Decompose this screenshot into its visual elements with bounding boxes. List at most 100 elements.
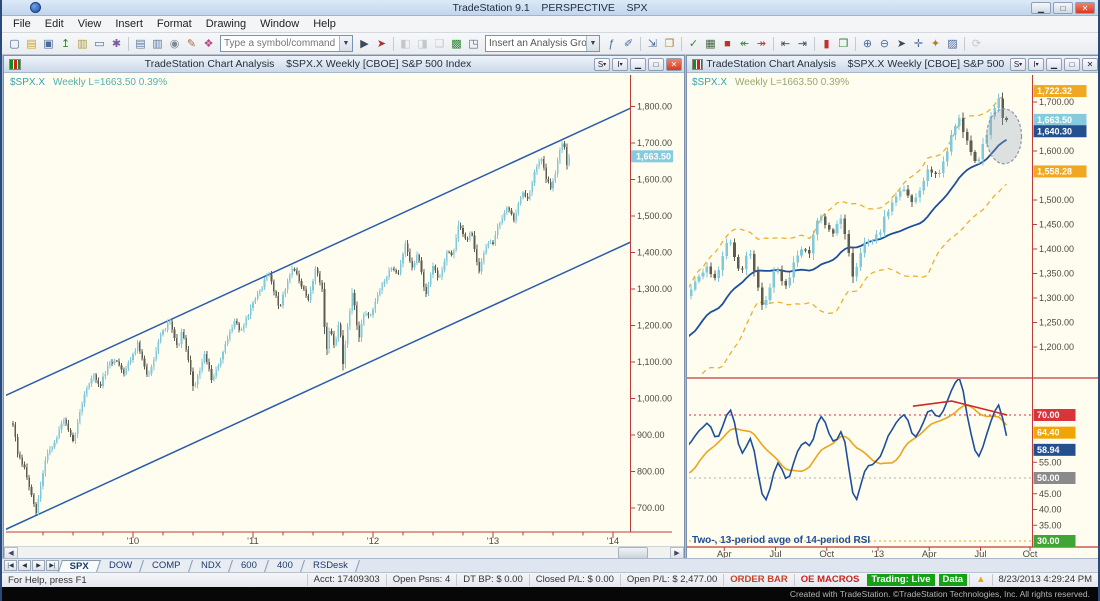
menu-item-help[interactable]: Help xyxy=(313,18,336,30)
style-dropdown-button[interactable]: S▾ xyxy=(594,57,610,71)
menu-item-insert[interactable]: Insert xyxy=(115,18,143,30)
interval-dropdown-button[interactable]: I▾ xyxy=(612,57,628,71)
menu-item-file[interactable]: File xyxy=(13,18,31,30)
upper-channel-line[interactable] xyxy=(5,107,631,397)
data-badge[interactable]: Data xyxy=(938,574,968,586)
last-workspace-button[interactable]: ▶| xyxy=(46,560,59,571)
window-minimize-button[interactable]: ▁ xyxy=(630,57,646,71)
svg-text:'12: '12 xyxy=(367,536,379,546)
minimize-button[interactable]: ▁ xyxy=(1031,1,1051,14)
pointer-icon[interactable]: ➤ xyxy=(896,37,907,50)
menu-item-edit[interactable]: Edit xyxy=(44,18,64,30)
new-window-icon[interactable]: ◳ xyxy=(468,37,479,50)
crosshair-icon[interactable]: ✛ xyxy=(913,37,924,50)
sync-windows-icon: ⟳ xyxy=(971,37,982,50)
zoom-out-icon[interactable]: ⊖ xyxy=(879,37,890,50)
menu-item-drawing[interactable]: Drawing xyxy=(205,18,247,30)
menu-item-view[interactable]: View xyxy=(77,18,102,30)
run-command-icon[interactable]: ▶ xyxy=(360,37,369,50)
moving-average-line xyxy=(689,139,1007,338)
order-entry-icon[interactable]: ➤ xyxy=(376,37,387,50)
insert-analysis-icon[interactable]: ƒ xyxy=(608,37,615,50)
edit-analysis-icon[interactable]: ✐ xyxy=(623,37,634,50)
text-label-icon[interactable]: ▨ xyxy=(947,37,958,50)
workspace-tab-comp[interactable]: COMP xyxy=(141,559,193,572)
chart-canvas-left[interactable]: 1,800.00 1,700.00 1,600.00 1,500.00 1,400.00… xyxy=(4,73,684,559)
new-workspace-icon[interactable]: ▢ xyxy=(9,37,20,50)
left-chart-svg[interactable]: 1,800.00 1,700.00 1,600.00 1,500.00 1,400.00… xyxy=(4,73,684,547)
analysis-group-combo[interactable]: Insert an Analysis Gro ▼ xyxy=(485,35,600,52)
workspace-tab-dow[interactable]: DOW xyxy=(98,559,145,572)
toolbar-separator xyxy=(393,36,394,51)
duplicate-window-icon[interactable]: ❐ xyxy=(664,37,675,50)
rsi-trendline[interactable] xyxy=(912,400,1008,416)
trading-mode-badge[interactable]: Trading: Live xyxy=(867,574,935,586)
zoom-in-icon[interactable]: ⊕ xyxy=(862,37,873,50)
workspace-tab-ndx[interactable]: NDX xyxy=(189,559,233,572)
close-workspace-icon[interactable]: ▥ xyxy=(77,37,88,50)
svg-text:'10: '10 xyxy=(127,536,139,546)
symbol-command-input[interactable] xyxy=(221,38,339,49)
image-export-icon[interactable]: ❒ xyxy=(838,37,849,50)
ellipse-annotation[interactable] xyxy=(986,108,1023,165)
workspace-monitor-icon[interactable]: ▭ xyxy=(94,37,105,50)
window-close-button[interactable]: ✕ xyxy=(1082,57,1098,71)
right-chart-svg[interactable]: 1,700.00 1,600.00 1,500.00 1,450.00 1,400.00… xyxy=(687,73,1100,560)
workspace-tab-rsdesk[interactable]: RSDesk xyxy=(301,559,360,572)
alert-bell-icon[interactable]: ▲ xyxy=(969,574,991,586)
format-painter-icon[interactable]: ✎ xyxy=(186,37,197,50)
chevron-down-icon[interactable]: ▼ xyxy=(586,36,599,51)
lock-desktop-icon[interactable]: ◉ xyxy=(169,37,180,50)
palette-icon[interactable]: ❖ xyxy=(203,37,214,50)
order-bar-icon[interactable]: ▮ xyxy=(823,37,830,50)
strategy-on-icon[interactable]: ✓ xyxy=(688,37,699,50)
close-button[interactable]: ✕ xyxy=(1075,1,1095,14)
window-maximize-button[interactable]: □ xyxy=(648,57,664,71)
oe-macros-button[interactable]: OE MACROS xyxy=(793,574,866,586)
preferences-icon[interactable]: ✱ xyxy=(111,37,122,50)
import-workspace-icon[interactable]: ↥ xyxy=(60,37,71,50)
workspace-tab-spx[interactable]: SPX xyxy=(58,559,101,572)
tile-vertical-icon[interactable]: ▥ xyxy=(152,37,163,50)
strategy-positions-icon[interactable]: ▦ xyxy=(705,37,716,50)
bar-right-icon[interactable]: ⇥ xyxy=(797,37,808,50)
tile-horizontal-icon[interactable]: ▤ xyxy=(135,37,146,50)
workspace-tab-600[interactable]: 600 xyxy=(229,559,269,572)
window-maximize-button[interactable]: □ xyxy=(1064,57,1080,71)
menu-item-window[interactable]: Window xyxy=(260,18,300,30)
svg-text:1,600.00: 1,600.00 xyxy=(637,175,672,185)
prev-workspace-button[interactable]: ◀ xyxy=(18,560,31,571)
bar-left-icon[interactable]: ⇤ xyxy=(780,37,791,50)
left-plot-area[interactable] xyxy=(5,107,631,531)
chart-canvas-right[interactable]: 1,700.00 1,600.00 1,500.00 1,450.00 1,400.00… xyxy=(687,73,1100,560)
svg-text:1,600.00: 1,600.00 xyxy=(1039,146,1074,156)
order-bar-button[interactable]: ORDER BAR xyxy=(723,574,794,586)
symbol-command-combo[interactable]: ▼ xyxy=(220,35,353,52)
first-workspace-button[interactable]: |◀ xyxy=(4,560,17,571)
svg-text:Jul: Jul xyxy=(974,549,986,559)
rsi-pane[interactable] xyxy=(687,378,1032,542)
scroll-back-icon[interactable]: ↞ xyxy=(739,37,750,50)
strategy-alert-icon[interactable]: ■ xyxy=(724,37,731,50)
send-order-icon[interactable]: ⇲ xyxy=(647,37,658,50)
open-workspace-icon[interactable]: ▤ xyxy=(26,37,37,50)
chart-analysis-icon[interactable]: ▩ xyxy=(451,37,462,50)
bollinger-upper-band xyxy=(689,94,1007,289)
chart-window-right-titlebar[interactable]: TradeStation Chart Analysis $SPX.X Weekl… xyxy=(687,56,1098,73)
window-close-button[interactable]: ✕ xyxy=(666,57,682,71)
scroll-forward-icon[interactable]: ↠ xyxy=(756,37,767,50)
chevron-down-icon[interactable]: ▼ xyxy=(339,36,352,51)
next-workspace-button[interactable]: ▶ xyxy=(32,560,45,571)
chart-window-left-titlebar[interactable]: TradeStation Chart Analysis $SPX.X Weekl… xyxy=(4,56,684,73)
svg-text:1,000.00: 1,000.00 xyxy=(637,394,672,404)
interval-dropdown-button[interactable]: I▾ xyxy=(1028,57,1044,71)
save-desktop-icon[interactable]: ▣ xyxy=(43,37,54,50)
price-pane[interactable] xyxy=(687,92,1023,387)
window-minimize-button[interactable]: ▁ xyxy=(1046,57,1062,71)
workspace-tab-400[interactable]: 400 xyxy=(265,559,305,572)
maximize-button[interactable]: □ xyxy=(1053,1,1073,14)
menu-item-format[interactable]: Format xyxy=(156,18,192,30)
style-dropdown-button[interactable]: S▾ xyxy=(1010,57,1026,71)
drawing-tools-icon[interactable]: ✦ xyxy=(930,37,941,50)
lower-channel-line[interactable] xyxy=(5,241,631,531)
